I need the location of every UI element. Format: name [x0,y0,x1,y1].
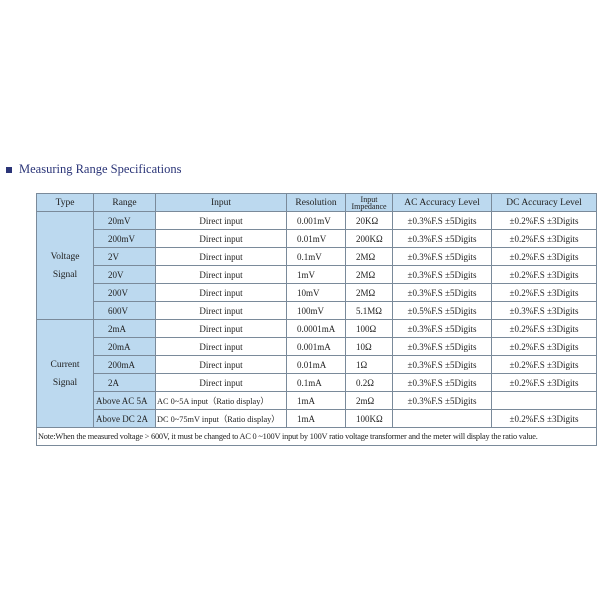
ac-accuracy-cell: ±0.3%F.S ±5Digits [392,373,492,392]
ac-accuracy-cell: ±0.5%F.S ±5Digits [392,301,492,320]
ac-accuracy-cell: ±0.3%F.S ±5Digits [392,319,492,338]
resolution-cell: 0.1mV [286,247,346,266]
table-row: 200mA Direct input 0.01mA 1Ω ±0.3%F.S ±5Digi… [37,355,597,374]
type-cell: Voltage Signal [36,211,94,320]
bullet-square-icon [6,166,12,173]
impedance-cell: 2MΩ [345,265,393,284]
range-cell: 600V [93,301,156,320]
header-row: Type Range Input Resolution Input Impeda… [36,193,597,212]
range-cell: 20V [93,265,156,284]
resolution-cell: 100mV [286,301,346,320]
ac-accuracy-cell: ±0.3%F.S ±5Digits [392,283,492,302]
input-cell: Direct input [155,247,287,266]
impedance-cell: 2MΩ [345,283,393,302]
impedance-cell: 2mΩ [345,391,393,410]
ac-accuracy-cell: ±0.3%F.S ±5Digits [392,229,492,248]
dc-accuracy-cell: ±0.2%F.S ±3Digits [491,265,597,284]
input-cell: AC 0~5A input（Ratio display） [155,391,287,410]
resolution-cell: 0.001mA [286,337,346,356]
dc-accuracy-cell: ±0.2%F.S ±3Digits [491,373,597,392]
table-row: Voltage Signal 20mV Direct input 0.001mV 20K… [36,211,597,320]
resolution-cell: 0.001mV [286,211,346,230]
resolution-cell: 0.0001mA [286,319,346,338]
ac-accuracy-cell: ±0.3%F.S ±5Digits [392,265,492,284]
resolution-cell: 0.1mA [286,373,346,392]
input-cell: Direct input [155,337,287,356]
type-cell: Current Signal [36,319,94,428]
range-cell: 20mA [93,337,156,356]
resolution-cell: 1mA [286,409,346,428]
impedance-cell: 1Ω [345,355,393,374]
impedance-cell: 100KΩ [345,409,393,428]
dc-accuracy-cell: ±0.2%F.S ±3Digits [491,337,597,356]
impedance-cell: 0.2Ω [345,373,393,392]
input-cell: Direct input [155,229,287,248]
range-cell: 2mA [93,319,156,338]
dc-accuracy-cell: ±0.2%F.S ±3Digits [491,319,597,338]
dc-accuracy-cell: ±0.2%F.S ±3Digits [491,247,597,266]
input-cell: Direct input [155,319,287,338]
impedance-cell: 20KΩ [345,211,393,230]
resolution-cell: 0.01mA [286,355,346,374]
table-row: Above DC 2A DC 0~75mV input（Ratio display… [37,409,597,428]
header-range: Range [93,193,156,212]
impedance-cell: 5.1MΩ [345,301,393,320]
dc-accuracy-cell: ±0.3%F.S ±3Digits [491,301,597,320]
impedance-cell: 200KΩ [345,229,393,248]
dc-accuracy-cell: ±0.2%F.S ±3Digits [491,283,597,302]
input-cell: Direct input [155,301,287,320]
resolution-cell: 10mV [286,283,346,302]
range-cell: Above DC 2A [93,409,156,428]
note-row: Note:When the measured voltage > 600V, i… [36,427,597,446]
table-row: 2A Direct input 0.1mA 0.2Ω ±0.3%F.S ±5Digits… [37,373,597,392]
input-cell: DC 0~75mV input（Ratio display） [155,409,287,428]
note-text: Note:When the measured voltage > 600V, i… [36,427,597,446]
table-row: Above AC 5A AC 0~5A input（Ratio display） 1… [37,391,597,410]
table-row: 20V Direct input 1mV 2MΩ ±0.3%F.S ±5Digits ±0… [37,265,597,284]
ac-accuracy-cell: ±0.3%F.S ±5Digits [392,337,492,356]
table-row: 600V Direct input 100mV 5.1MΩ ±0.5%F.S ±5Dig… [37,301,597,320]
dc-accuracy-cell: ±0.2%F.S ±3Digits [491,355,597,374]
ac-accuracy-cell: ±0.3%F.S ±5Digits [392,247,492,266]
resolution-cell: 1mA [286,391,346,410]
impedance-cell: 2MΩ [345,247,393,266]
header-ac-accuracy: AC Accuracy Level [392,193,492,212]
header-input: Input [155,193,287,212]
ac-accuracy-cell: ±0.3%F.S ±5Digits [392,355,492,374]
table-row: Current Signal 2mA Direct input 0.0001mA 100… [36,319,597,428]
impedance-cell: 10Ω [345,337,393,356]
range-cell: 200V [93,283,156,302]
resolution-cell: 1mV [286,265,346,284]
ac-accuracy-cell: ±0.3%F.S ±5Digits [392,391,492,410]
table-row: 2V Direct input 0.1mV 2MΩ ±0.3%F.S ±5Digits ±… [37,247,597,266]
table-row: 20mA Direct input 0.001mA 10Ω ±0.3%F.S ±5Dig… [37,337,597,356]
ac-accuracy-cell: ±0.3%F.S ±5Digits [392,211,492,230]
range-cell: Above AC 5A [93,391,156,410]
range-cell: 2V [93,247,156,266]
impedance-cell: 100Ω [345,319,393,338]
header-type: Type [36,193,94,212]
range-cell: 200mA [93,355,156,374]
input-cell: Direct input [155,211,287,230]
dc-accuracy-cell: ±0.2%F.S ±3Digits [491,229,597,248]
range-cell: 2A [93,373,156,392]
dc-accuracy-cell: ±0.2%F.S ±3Digits [491,211,597,230]
header-dc-accuracy: DC Accuracy Level [491,193,597,212]
section-title: Measuring Range Specifications [6,162,181,177]
input-cell: Direct input [155,373,287,392]
dc-accuracy-cell [491,391,597,410]
ac-accuracy-cell [392,409,492,428]
dc-accuracy-cell: ±0.2%F.S ±3Digits [491,409,597,428]
range-cell: 20mV [93,211,156,230]
input-cell: Direct input [155,355,287,374]
input-cell: Direct input [155,283,287,302]
input-cell: Direct input [155,265,287,284]
spec-table: Type Range Input Resolution Input Impeda… [36,193,597,446]
header-resolution: Resolution [286,193,346,212]
range-cell: 200mV [93,229,156,248]
table-row: 200mV Direct input 0.01mV 200KΩ ±0.3%F.S ±5D… [37,229,597,248]
header-impedance: Input Impedance [345,193,393,212]
resolution-cell: 0.01mV [286,229,346,248]
table-row: 200V Direct input 10mV 2MΩ ±0.3%F.S ±5Digits… [37,283,597,302]
